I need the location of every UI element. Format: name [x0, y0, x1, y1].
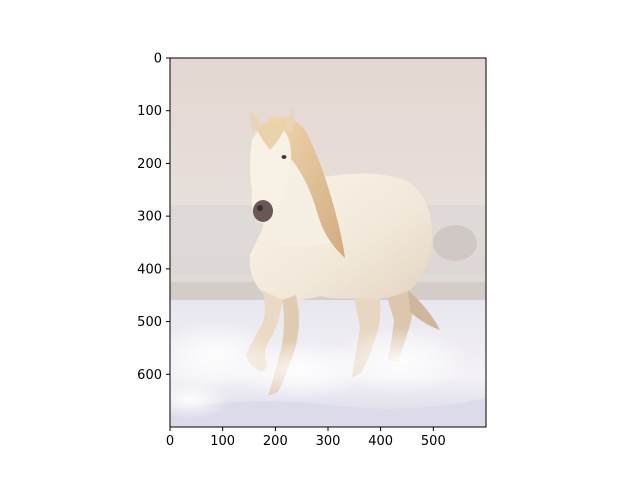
x-tick-label: 300 — [316, 434, 341, 449]
horse-head — [250, 125, 291, 224]
x-tick-label: 0 — [166, 434, 174, 449]
horse-tail — [408, 290, 440, 330]
y-tick-label: 200 — [137, 157, 162, 172]
horse-ear-right — [284, 108, 294, 132]
y-tick-label: 400 — [137, 262, 162, 277]
y-tick-label: 500 — [137, 315, 162, 330]
y-tick-label: 600 — [137, 368, 162, 383]
horse-muzzle — [253, 200, 273, 222]
horse-nostril — [257, 205, 263, 211]
snow-spray-3 — [330, 326, 470, 394]
x-tick-label: 500 — [421, 434, 446, 449]
x-tick-label: 100 — [210, 434, 235, 449]
y-axis-ticks: 0 100 200 300 400 500 600 — [137, 52, 170, 383]
y-tick-label: 300 — [137, 210, 162, 225]
x-tick-label: 400 — [368, 434, 393, 449]
y-tick-label: 100 — [137, 104, 162, 119]
x-axis-ticks: 0 100 200 300 400 500 — [166, 427, 446, 449]
snow-spray-4 — [170, 380, 230, 420]
snow-drift — [170, 398, 486, 427]
y-tick-label: 0 — [154, 52, 162, 67]
distant-tree — [433, 225, 477, 261]
horse-photo — [170, 58, 486, 427]
x-tick-label: 200 — [263, 434, 288, 449]
horse-forelock — [256, 122, 286, 150]
horse-ear-left — [250, 112, 262, 132]
horse-eye — [281, 155, 287, 159]
